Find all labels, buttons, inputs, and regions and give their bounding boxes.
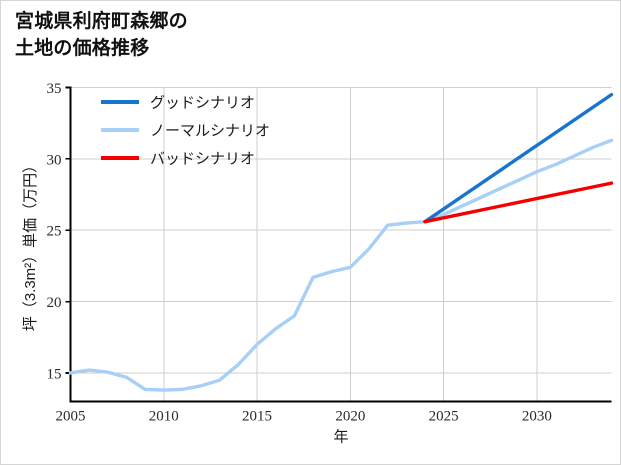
y-axis-tick-label: 25 (47, 224, 62, 240)
series-line-ノーマルシナリオ (68, 138, 614, 392)
legend-label-0: グッドシナリオ (150, 95, 255, 112)
y-axis-tick-label: 35 (47, 81, 62, 97)
x-axis-tick-label: 2020 (335, 409, 365, 425)
y-axis-tick-label: 15 (47, 366, 62, 382)
x-axis-tick-label: 2015 (242, 409, 272, 425)
y-axis-tick-label: 30 (47, 152, 62, 168)
page-title: 宮城県利府町森郷の 土地の価格推移 (15, 11, 188, 59)
x-axis-tick-label: 2005 (56, 409, 86, 425)
data-series-group (68, 92, 614, 392)
y-axis-tick-label: 20 (47, 295, 62, 311)
x-axis-tick-label: 2025 (429, 409, 459, 425)
y-axis-title: 坪（3.3m²）単価（万円） (22, 158, 39, 331)
x-axis-tick-labels: 2005 2010 2015 2020 2025 2030 (56, 409, 552, 425)
series-line-バッドシナリオ (423, 181, 614, 224)
series-line-グッドシナリオ (423, 92, 614, 224)
legend-label-1: ノーマルシナリオ (150, 124, 270, 140)
y-axis-tick-labels: 15 20 25 30 35 (47, 81, 62, 382)
x-axis-tick-label: 2010 (149, 409, 179, 425)
legend-label-2: バッドシナリオ (150, 152, 255, 168)
x-axis-title: 年 (333, 429, 348, 446)
gridlines (70, 87, 612, 402)
axis-lines (65, 86, 612, 403)
x-axis-tick-label: 2030 (522, 409, 552, 425)
